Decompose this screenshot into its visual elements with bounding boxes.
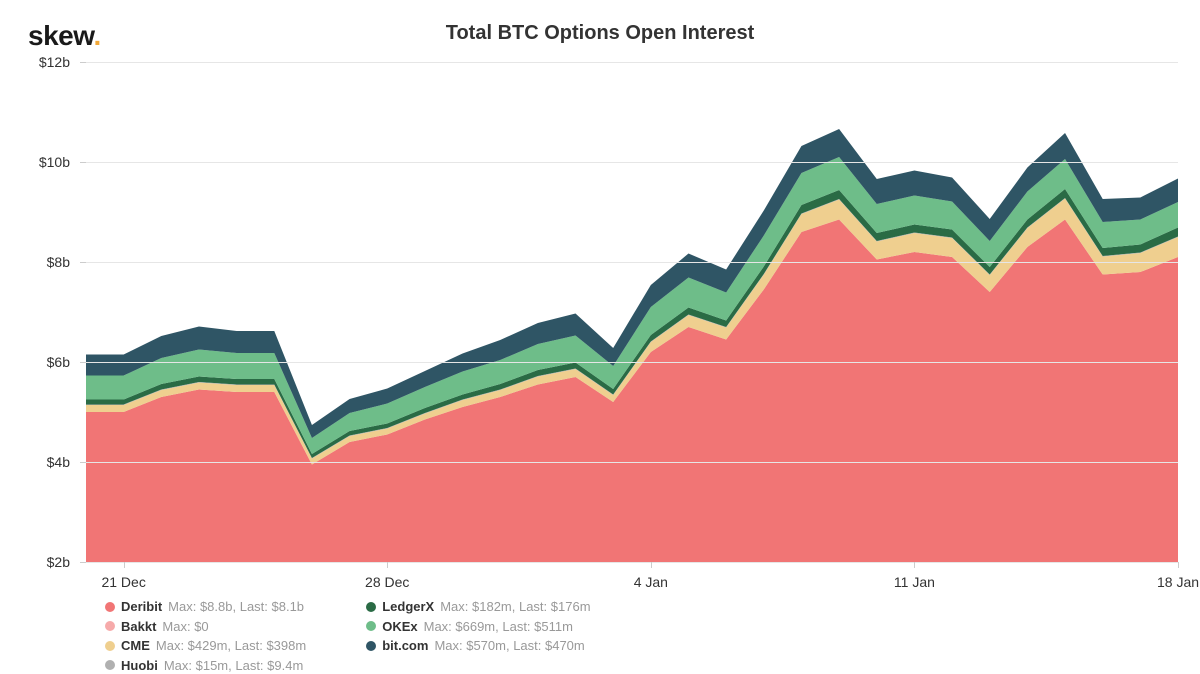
x-axis-label: 18 Jan [1157,574,1199,590]
x-tick [387,562,388,568]
legend-swatch [105,641,115,651]
y-tick [80,62,86,63]
legend-swatch [105,621,115,631]
y-tick [80,162,86,163]
chart-title: Total BTC Options Open Interest [0,22,1200,45]
y-axis-label: $4b [47,454,70,470]
legend-stats: Max: $669m, Last: $511m [424,618,573,636]
x-tick [1178,562,1179,568]
y-axis-label: $6b [47,354,70,370]
y-tick [80,262,86,263]
legend-swatch [105,602,115,612]
legend-name: bit.com [382,637,428,655]
legend-stats: Max: $8.8b, Last: $8.1b [168,598,304,616]
legend-item-okex[interactable]: OKEx Max: $669m, Last: $511m [366,618,590,636]
legend-stats: Max: $0 [162,618,208,636]
grid-line [86,62,1178,63]
legend-stats: Max: $570m, Last: $470m [434,637,584,655]
y-axis-label: $10b [39,154,70,170]
legend-name: CME [121,637,150,655]
legend-swatch [366,641,376,651]
legend-column: Deribit Max: $8.8b, Last: $8.1b Bakkt Max… [105,598,306,674]
legend-name: LedgerX [382,598,434,616]
legend-stats: Max: $15m, Last: $9.4m [164,657,303,674]
legend-item-cme[interactable]: CME Max: $429m, Last: $398m [105,637,306,655]
grid-line [86,462,1178,463]
legend-swatch [366,602,376,612]
grid-line [86,362,1178,363]
x-axis-label: 11 Jan [894,574,935,590]
legend-name: OKEx [382,618,417,636]
x-axis-label: 21 Dec [101,574,145,590]
x-tick [651,562,652,568]
legend-name: Huobi [121,657,158,674]
plot-region: 21 Dec28 Dec4 Jan11 Jan18 Jan [86,62,1178,562]
x-axis-label: 4 Jan [634,574,668,590]
x-tick [124,562,125,568]
legend-name: Deribit [121,598,162,616]
grid-line [86,262,1178,263]
y-tick [80,562,86,563]
x-tick [914,562,915,568]
legend-item-bakkt[interactable]: Bakkt Max: $0 [105,618,306,636]
grid-line [86,562,1178,563]
legend-swatch [366,621,376,631]
y-axis-label: $12b [39,54,70,70]
legend-swatch [105,660,115,670]
legend-item-huobi[interactable]: Huobi Max: $15m, Last: $9.4m [105,657,306,674]
legend-stats: Max: $429m, Last: $398m [156,637,306,655]
legend-item-deribit[interactable]: Deribit Max: $8.8b, Last: $8.1b [105,598,306,616]
x-axis-label: 28 Dec [365,574,409,590]
legend-stats: Max: $182m, Last: $176m [440,598,590,616]
y-tick [80,362,86,363]
legend-item-bitcom[interactable]: bit.com Max: $570m, Last: $470m [366,637,590,655]
legend-item-ledgerx[interactable]: LedgerX Max: $182m, Last: $176m [366,598,590,616]
legend-name: Bakkt [121,618,156,636]
legend-column: LedgerX Max: $182m, Last: $176m OKEx Max:… [366,598,590,674]
y-axis-label: $8b [47,254,70,270]
y-tick [80,462,86,463]
y-axis-label: $2b [47,554,70,570]
chart-area: $2b$4b$6b$8b$10b$12b 21 Dec28 Dec4 Jan11… [28,62,1178,562]
legend: Deribit Max: $8.8b, Last: $8.1b Bakkt Max… [105,598,591,674]
stacked-areas [86,62,1178,562]
grid-line [86,162,1178,163]
y-axis: $2b$4b$6b$8b$10b$12b [28,62,78,562]
